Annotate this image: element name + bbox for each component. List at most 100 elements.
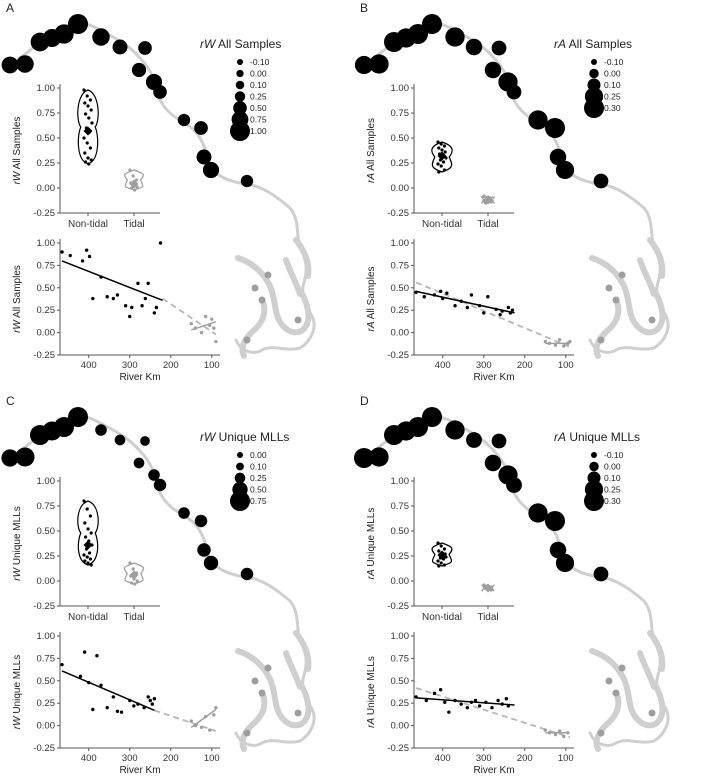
nontidal-point	[84, 160, 88, 164]
map-site-tidal	[264, 271, 272, 279]
violin-y-title-italic: rA	[366, 569, 377, 579]
nontidal-point	[442, 168, 446, 172]
legend-label: 0.30	[604, 103, 621, 113]
map-site-tidal	[618, 664, 626, 672]
nontidal-point	[465, 305, 470, 310]
map-site-nontidal	[555, 160, 575, 180]
nontidal-point	[86, 561, 90, 565]
legend-label: 0.50	[250, 103, 267, 113]
legend-label: 0.10	[604, 473, 621, 483]
panel-label: D	[360, 394, 369, 408]
map-site-nontidal	[484, 61, 502, 79]
map-site-tidal	[258, 689, 266, 697]
tidal-point	[553, 343, 558, 347]
map-site-nontidal	[465, 38, 483, 56]
legend-key	[237, 452, 243, 458]
violin-x-tick-label: Tidal	[477, 612, 498, 623]
nontidal-point	[148, 698, 152, 703]
map-site-nontidal	[1, 56, 19, 74]
map-site-nontidal	[133, 457, 145, 469]
nontidal-fit-line	[61, 260, 163, 302]
regression-x-title: River Km	[119, 372, 160, 383]
nontidal-point	[143, 296, 148, 301]
regression-y-title-rest: Unique MLLs	[12, 655, 23, 717]
river-tidal-reach	[589, 630, 666, 752]
nontidal-point	[80, 259, 85, 263]
nontidal-point	[439, 561, 443, 565]
legend-label: -0.10	[250, 57, 270, 67]
regression-x-tick-label: 100	[204, 753, 220, 764]
regression-y-tick-label: 0.00	[391, 328, 410, 339]
river-tidal-reach	[235, 237, 312, 359]
legend-key	[234, 472, 246, 484]
nontidal-point	[86, 104, 90, 108]
nontidal-point	[465, 705, 470, 710]
legend-key	[234, 91, 246, 102]
overall-trend-dashed	[154, 709, 217, 732]
regression-y-tick-label: 0.00	[37, 721, 56, 732]
tidal-point	[130, 581, 134, 585]
violin-x-tick-label: Non-tidal	[422, 219, 462, 230]
regression-y-tick-label: 0.50	[391, 283, 410, 294]
nontidal-point	[136, 281, 140, 286]
nontidal-mean-marker	[437, 151, 447, 161]
nontidal-point	[85, 507, 89, 511]
nontidal-point	[89, 563, 93, 567]
nontidal-point	[437, 564, 441, 568]
overall-trend-dashed	[415, 281, 571, 348]
regression-y-tick-label: 0.50	[391, 676, 410, 687]
regression-y-title-italic: rA	[366, 718, 377, 728]
regression-y-tick-label: 1.00	[391, 238, 410, 249]
tidal-point	[133, 582, 137, 586]
legend-label: 0.75	[250, 496, 267, 506]
violin-x-tick-label: Non-tidal	[68, 612, 108, 623]
legend-title-italic: rA	[554, 37, 566, 51]
violin-y-tick-label: 0.50	[391, 526, 410, 537]
tidal-point	[568, 339, 572, 344]
map-site-nontidal	[203, 555, 219, 571]
violin-inset: 1.00 0.75 0.50 0.25 0.00 -0.25 rW Unique MLLs N…	[12, 476, 160, 623]
nontidal-point	[111, 695, 116, 699]
map-site-nontidal	[369, 54, 389, 74]
map-site-nontidal	[148, 469, 160, 481]
size-legend: rW Unique MLLs 0.00 0.100.25 0.500.75	[200, 430, 289, 511]
nontidal-point	[438, 289, 443, 294]
tidal-point	[135, 579, 139, 583]
nontidal-point	[146, 281, 150, 286]
legend-label: 0.75	[250, 115, 267, 125]
tidal-mean-marker	[483, 195, 493, 205]
nontidal-point	[83, 151, 87, 155]
violin-y-tick-label: 0.00	[37, 576, 56, 587]
nontidal-mean-marker	[83, 540, 93, 550]
map-site-nontidal	[445, 27, 465, 47]
nontidal-point	[438, 688, 443, 692]
legend-title-rest: All Samples	[566, 37, 632, 51]
tidal-point	[566, 731, 570, 735]
map-site-tidal	[612, 689, 620, 697]
violin-y-tick-label: 1.00	[391, 476, 410, 487]
violin-x-tick-label: Non-tidal	[68, 219, 108, 230]
regression-y-tick-label: 0.00	[37, 328, 56, 339]
nontidal-point	[84, 248, 89, 252]
size-legend: rA All Samples -0.10 0.000.10 0.250.30	[554, 37, 632, 118]
nontidal-point	[424, 698, 429, 703]
map-site-tidal	[243, 729, 251, 737]
regression-y-tick-label: 0.25	[391, 698, 410, 709]
tidal-mean-marker	[483, 583, 493, 593]
regression-y-tick-label: 0.00	[391, 721, 410, 732]
violin-y-tick-label: 0.75	[37, 108, 56, 119]
tidal-point	[212, 713, 216, 717]
nontidal-point	[445, 291, 449, 295]
map-site-nontidal	[153, 85, 167, 99]
violin-y-tick-label: 0.25	[391, 551, 410, 562]
size-legend: rA Unique MLLs -0.10 0.000.10 0.250.30	[554, 430, 640, 511]
regression-y-tick-label: 0.75	[37, 653, 56, 664]
nontidal-point	[152, 311, 157, 315]
river-main-channel	[362, 415, 670, 747]
river-main-channel	[362, 22, 670, 354]
map-site-nontidal	[114, 434, 126, 446]
regression-y-tick-label: 0.25	[37, 698, 56, 709]
regression-x-tick-label: 300	[122, 360, 138, 371]
tidal-point	[557, 729, 562, 733]
